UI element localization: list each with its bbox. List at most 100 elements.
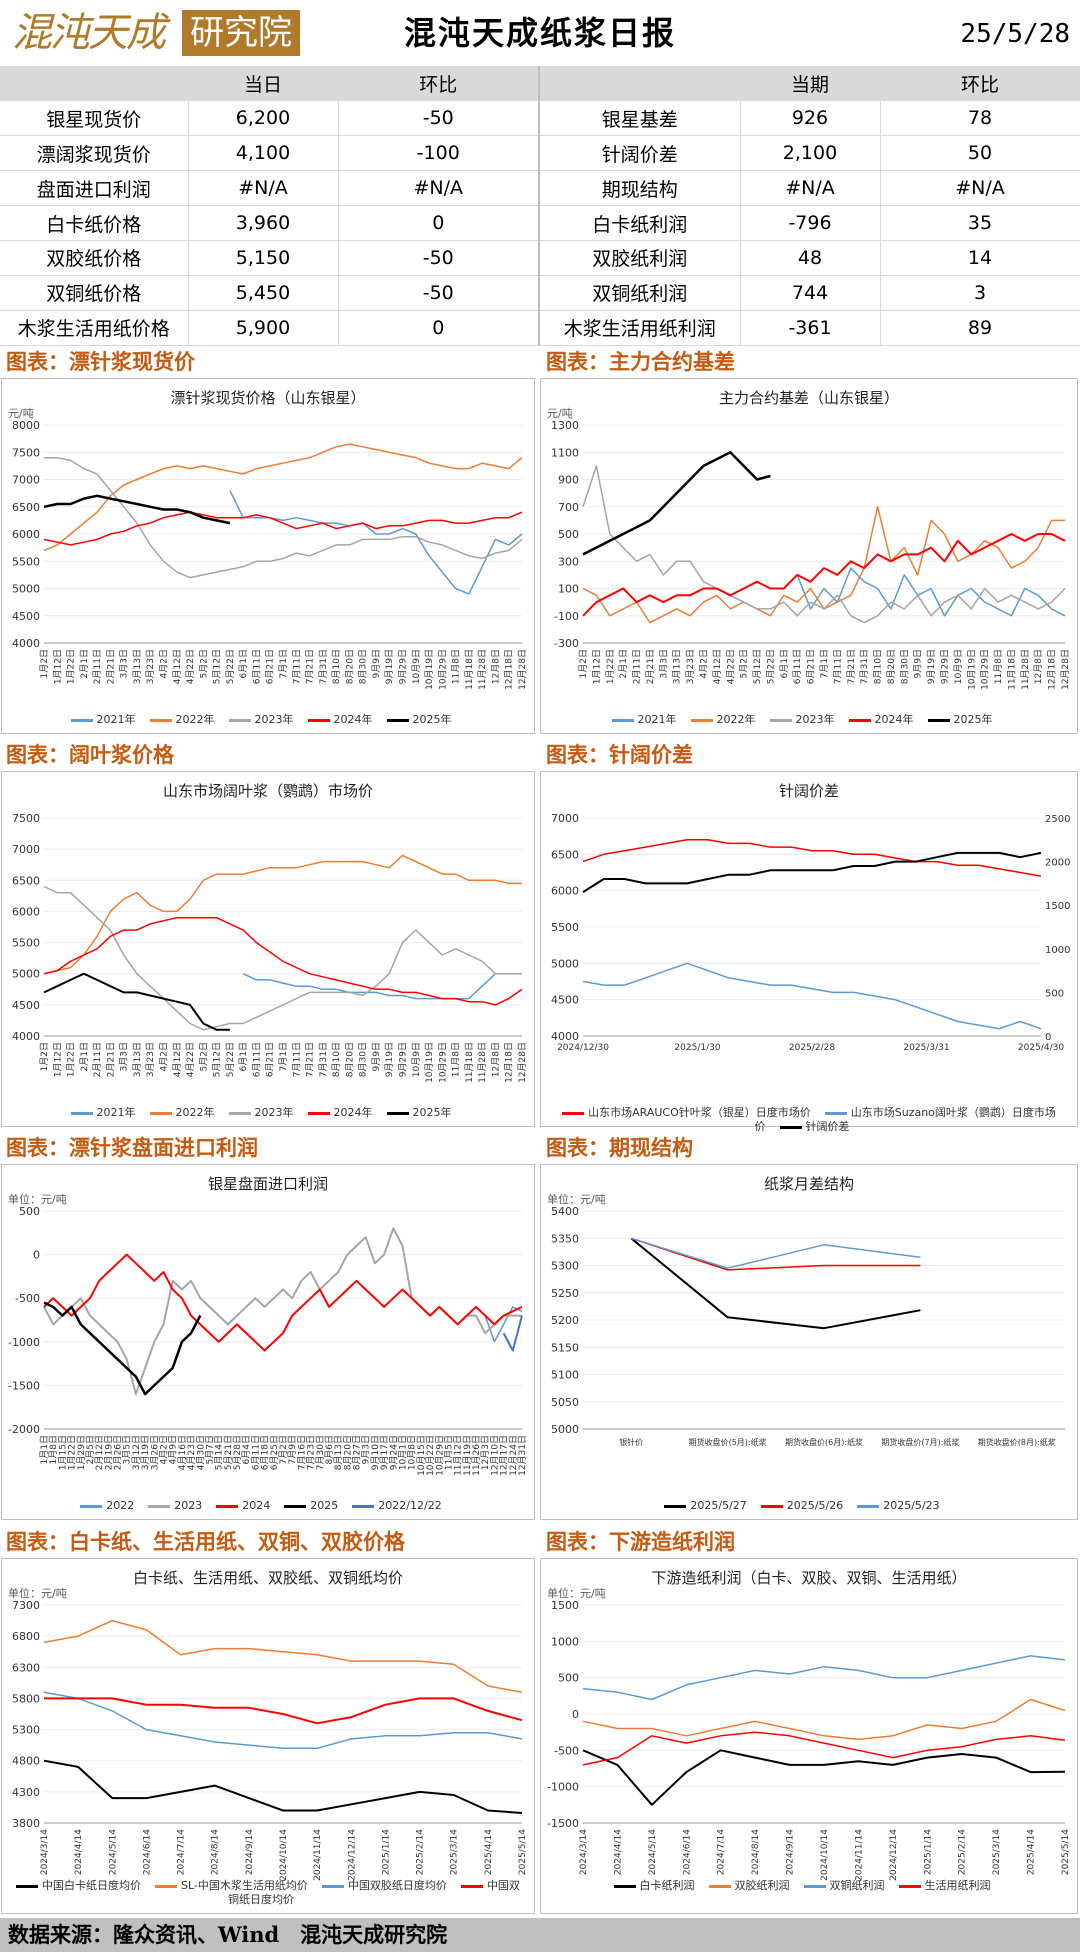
legend-item: 2025/5/23 (857, 1499, 940, 1512)
x-tick-label: 4月16日 (177, 1435, 188, 1470)
series-line (43, 885, 522, 1031)
legend-swatch (155, 1884, 178, 1888)
legend-item: SL-中国木浆生活用纸均价 (155, 1879, 308, 1892)
legend-swatch (70, 1111, 93, 1115)
x-tick-label: 2025/3/31 (903, 1043, 949, 1053)
x-tick-label: 3月13日 (132, 1042, 143, 1077)
x-tick-label: 10月9日 (411, 1042, 422, 1077)
x-tick-label: 2024/4/14 (613, 1829, 623, 1875)
table-cell: 4,100 (188, 135, 339, 172)
y2-tick-label: 1500 (1045, 901, 1070, 912)
chart-title: 主力合约基差（山东银星） (718, 389, 899, 407)
x-tick-label: 2024/11/14 (313, 1829, 323, 1881)
legend-label: 2025年 (412, 713, 452, 726)
series-line (43, 1227, 522, 1396)
x-tick-label: 12月18日 (504, 1042, 515, 1083)
x-tick-label: 10月19日 (966, 649, 977, 690)
x-tick-label: 10月29日 (437, 1042, 448, 1083)
x-tick-label: 5月28日 (232, 1435, 243, 1470)
x-tick-label: 6月11日 (250, 1435, 261, 1470)
legend-label: 2024年 (333, 713, 373, 726)
legend-item: 2022年 (149, 1106, 215, 1119)
x-tick-label: 10月1日 (398, 1435, 409, 1470)
table-cell: 0 (338, 310, 540, 346)
series-line (582, 506, 1065, 624)
x-tick-label: 12月28日 (1060, 649, 1071, 690)
y-tick-label: 4300 (12, 1786, 40, 1799)
x-tick-label: 6月21日 (806, 649, 817, 684)
x-tick-label: 8月10日 (331, 649, 342, 684)
x-tick-label: 2月11日 (92, 1042, 103, 1077)
x-tick-label: 7月31日 (318, 649, 329, 684)
x-tick-label: 3月23日 (685, 649, 696, 684)
x-tick-label: 8月20日 (342, 1435, 353, 1470)
x-tick-label: 12月28日 (517, 1042, 528, 1083)
chart-legend: 山东市场ARAUCO针叶浆（银星）日度市场价 山东市场Suzano阔叶浆（鹦鹉）日… (551, 1106, 1067, 1134)
x-tick-label: 11月8日 (993, 649, 1004, 684)
legend-swatch (284, 1504, 307, 1508)
x-tick-label: 12月18日 (1047, 649, 1058, 690)
x-tick-label: 10月29日 (437, 649, 448, 690)
chart-unit: 单位：元/吨 (8, 1587, 67, 1600)
x-tick-label: 4月2日 (699, 649, 710, 678)
x-tick-label: 6月1日 (238, 649, 249, 678)
section-title-2: 图表：主力合约基差 (546, 349, 735, 374)
legend-swatch (769, 718, 792, 722)
series-line (44, 1697, 523, 1725)
x-tick-label: 2月1日 (618, 649, 629, 678)
y-tick-label: -2000 (8, 1423, 40, 1436)
y-tick-label: 6800 (12, 1630, 40, 1643)
series-line (630, 1237, 921, 1269)
table-cell: 3,960 (188, 205, 339, 241)
table-cell: 2,100 (740, 135, 881, 172)
x-tick-label: 10月15日 (416, 1435, 427, 1476)
legend-item: 2024年 (307, 1106, 373, 1119)
x-tick-label: 5月21日 (223, 1435, 234, 1470)
series-line (502, 1315, 523, 1352)
x-tick-label: 1月22日 (605, 649, 616, 684)
table-cell: 白卡纸价格 (0, 205, 189, 241)
x-tick-label: 4月30日 (195, 1435, 206, 1470)
table-cell: -796 (740, 205, 881, 241)
x-tick-label: 11月12日 (453, 1435, 464, 1476)
y-tick-label: -1500 (547, 1817, 579, 1830)
series-line (582, 1698, 1066, 1741)
table-cell: -361 (740, 310, 881, 346)
x-tick-label: 11月18日 (464, 649, 475, 690)
x-tick-label: 9月10日 (370, 1435, 381, 1470)
y-tick-label: 5500 (551, 921, 579, 934)
y-tick-label: 5100 (551, 1369, 579, 1382)
legend-item: 2024年 (307, 713, 373, 726)
chart-unit: 单位：元/吨 (547, 1193, 606, 1206)
x-tick-label: 2025/1/30 (674, 1043, 720, 1053)
legend-label: 2024 (242, 1499, 271, 1512)
x-tick-label: 9月17日 (379, 1435, 390, 1470)
y-tick-label: 5050 (551, 1396, 579, 1409)
x-tick-label: 4月12日 (712, 649, 723, 684)
x-tick-label: 2024/11/14 (854, 1829, 864, 1881)
chart-c2: -300 -100 100 300 500 700 900 1100 1300 1月2日 1月12日… (551, 419, 1071, 690)
x-tick-label: 2025/1/14 (381, 1829, 391, 1875)
x-tick-label: 9月9日 (371, 1042, 382, 1071)
legend-swatch (611, 718, 634, 722)
y2-tick-label: 2500 (1045, 814, 1070, 825)
x-tick-label: 11月28日 (1020, 649, 1031, 690)
series-line (44, 456, 523, 579)
chart-legend: 2021年 2022年 2023年 2024年 2025年 (12, 713, 524, 727)
series-line (582, 839, 1042, 877)
chart-panel-term-structure: 纸浆月差结构 单位：元/吨 5000 5050 5100 5150 5200 5250 5300… (540, 1164, 1078, 1520)
x-tick-label: 6月1日 (238, 1042, 249, 1071)
chart-title: 下游造纸利润（白卡、双胶、双铜、生活用纸） (651, 1569, 967, 1587)
legend-item: 2025年 (927, 713, 993, 726)
x-tick-label: 7月1日 (278, 1042, 289, 1071)
x-tick-label: 7月21日 (305, 649, 316, 684)
legend-swatch (70, 718, 93, 722)
report-date: 25/5/28 (960, 19, 1070, 49)
x-tick-label: 7月31日 (318, 1042, 329, 1077)
legend-swatch (148, 1504, 171, 1508)
summary-table: 当日 环比 当期 环比 银星现货价 6,200 -50 银星基差 926 78 漂阔浆现货价 4,1… (0, 66, 1080, 346)
legend-swatch (149, 1111, 172, 1115)
x-tick-label: 10月19日 (424, 649, 435, 690)
legend-swatch (149, 718, 172, 722)
y-tick-label: -300 (554, 637, 579, 650)
